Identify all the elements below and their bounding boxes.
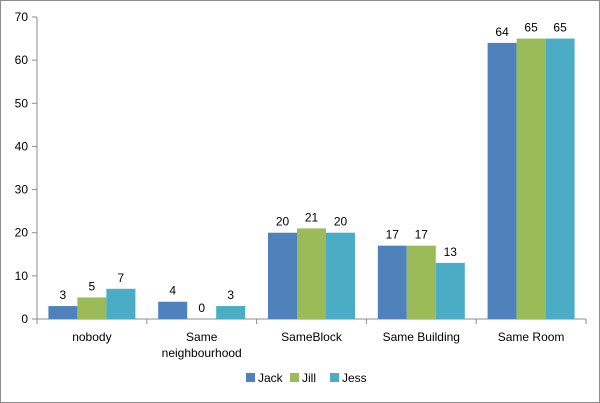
bar-jess: [545, 38, 575, 319]
bar-jill: [77, 297, 107, 319]
data-label: 5: [89, 279, 96, 293]
y-tick-label: 60: [15, 53, 29, 67]
data-label: 17: [386, 228, 400, 242]
bar-jack: [268, 232, 297, 319]
y-tick-label: 40: [15, 139, 29, 153]
bar-jill: [406, 245, 436, 319]
data-label: 3: [227, 288, 234, 302]
bar-jess: [106, 288, 136, 319]
data-label: 21: [305, 210, 319, 224]
data-label: 4: [169, 284, 176, 298]
y-tick-label: 20: [15, 226, 29, 240]
bar-jack: [487, 42, 517, 320]
legend-swatch-jack: [246, 373, 255, 382]
x-category-label: Same neighbourhood: [162, 330, 242, 360]
x-category-label-line: Same: [186, 330, 218, 344]
x-category-label: nobody: [72, 330, 111, 344]
x-category-label: SameBlock: [281, 330, 343, 344]
x-category-label: Same Room: [498, 330, 565, 344]
y-tick-label: 10: [15, 269, 29, 283]
bar-jack: [48, 306, 78, 319]
bars: [48, 38, 575, 320]
x-category-label-line: SameBlock: [281, 330, 343, 344]
data-label: 65: [524, 21, 538, 35]
x-category-label-line: neighbourhood: [162, 346, 242, 360]
legend-label-jess: Jess: [342, 371, 367, 385]
bar-jack: [377, 245, 407, 319]
bar-jess: [435, 262, 465, 319]
data-label: 13: [444, 245, 458, 259]
data-labels: 3 5 7 4 0 3 20 21 20 17 17 13 64 65 65: [60, 21, 568, 315]
legend-swatch-jill: [290, 373, 299, 382]
data-label: 17: [415, 228, 429, 242]
data-label: 0: [198, 301, 205, 315]
data-label: 65: [553, 21, 567, 35]
legend-label-jill: Jill: [302, 371, 316, 385]
data-label: 20: [334, 215, 348, 229]
data-label: 7: [118, 271, 125, 285]
x-category-label: Same Building: [383, 330, 460, 344]
bar-jack: [158, 301, 188, 319]
bar-jess: [216, 306, 246, 319]
y-tick-label: 30: [15, 183, 29, 197]
y-tick-label: 70: [15, 10, 29, 24]
y-tick-label: 50: [15, 96, 29, 110]
legend: Jack Jill Jess: [246, 371, 367, 385]
data-label: 64: [495, 25, 509, 39]
data-label: 3: [60, 288, 67, 302]
bar-jill: [297, 228, 326, 319]
x-category-label-line: nobody: [72, 330, 111, 344]
x-category-label-line: Same Building: [383, 330, 460, 344]
bar-jess: [326, 232, 355, 319]
y-tick-label: 0: [21, 312, 28, 326]
data-label: 20: [276, 215, 290, 229]
legend-swatch-jess: [330, 373, 339, 382]
x-category-label-line: Same Room: [498, 330, 565, 344]
legend-label-jack: Jack: [258, 371, 284, 385]
bar-jill: [516, 38, 546, 319]
